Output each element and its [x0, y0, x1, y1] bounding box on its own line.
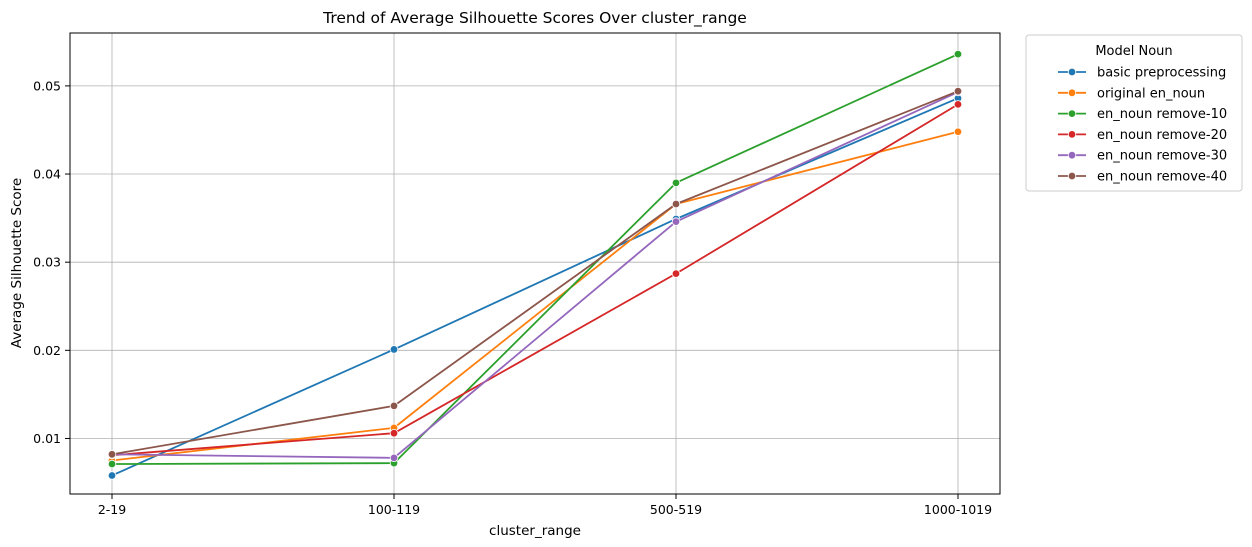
- series-2: [107, 49, 963, 469]
- data-point: [107, 450, 117, 459]
- data-point: [389, 345, 399, 354]
- x-tick-label: 2-19: [98, 502, 126, 517]
- legend: Model Noun basic preprocessing original e…: [1025, 34, 1243, 192]
- data-point: [107, 459, 117, 469]
- legend-item: en_noun remove-40: [1058, 170, 1227, 185]
- series-0: [107, 94, 963, 480]
- data-point: [389, 453, 399, 463]
- legend-label: basic preprocessing: [1097, 66, 1226, 81]
- data-point: [953, 100, 963, 109]
- legend-item: original en_noun: [1058, 86, 1205, 101]
- legend-item: en_noun remove-30: [1058, 149, 1227, 164]
- series-line: [111, 90, 959, 456]
- legend-label: original en_noun: [1097, 86, 1205, 101]
- x-tick-label: 100-119: [368, 502, 420, 517]
- legend-label: en_noun remove-20: [1097, 128, 1227, 143]
- x-tick-label: 500-519: [650, 502, 702, 517]
- data-point: [389, 428, 399, 438]
- legend-marker: [1067, 109, 1077, 118]
- y-tick-label: 0.02: [33, 343, 61, 358]
- legend-marker: [1067, 171, 1077, 181]
- series-line: [111, 53, 959, 465]
- legend-item: en_noun remove-20: [1058, 128, 1227, 143]
- legend-marker: [1067, 67, 1077, 77]
- legend-frame: [1025, 34, 1243, 192]
- data-point: [107, 471, 117, 480]
- x-tick-label: 1000-1019: [924, 502, 992, 517]
- series-line: [111, 103, 959, 457]
- legend-marker: [1067, 150, 1077, 160]
- series-4: [107, 87, 963, 463]
- legend-item: en_noun remove-10: [1058, 107, 1227, 122]
- chart-title: Trend of Average Silhouette Scores Over …: [322, 9, 747, 28]
- y-tick-label: 0.01: [33, 431, 61, 446]
- series-lines: [107, 49, 963, 480]
- data-point: [671, 199, 681, 209]
- data-point: [953, 127, 963, 136]
- series-line: [111, 97, 959, 477]
- x-axis-label: cluster_range: [489, 523, 581, 539]
- x-axis-ticks: 2-19 100-119 500-519 1000-1019: [98, 494, 992, 517]
- legend-title: Model Noun: [1095, 44, 1172, 59]
- data-point: [671, 217, 681, 226]
- plot-frame: [69, 32, 1001, 495]
- data-point: [671, 269, 681, 278]
- data-point: [953, 86, 963, 96]
- legend-marker: [1067, 88, 1077, 97]
- data-point: [389, 401, 399, 411]
- legend-label: en_noun remove-30: [1097, 149, 1227, 164]
- grid: [70, 33, 1000, 494]
- data-point: [671, 178, 681, 188]
- legend-item: basic preprocessing: [1058, 66, 1226, 81]
- y-tick-label: 0.03: [33, 255, 61, 270]
- data-point: [953, 49, 963, 59]
- legend-label: en_noun remove-40: [1097, 170, 1227, 185]
- series-3: [107, 100, 963, 460]
- y-axis-ticks: 0.01 0.02 0.03 0.04 0.05: [33, 78, 70, 446]
- y-tick-label: 0.04: [33, 167, 61, 182]
- y-axis-label: Average Silhouette Score: [9, 178, 25, 348]
- series-line: [111, 91, 959, 459]
- series-5: [107, 86, 963, 459]
- legend-label: en_noun remove-10: [1097, 107, 1227, 122]
- legend-marker: [1067, 130, 1077, 139]
- y-tick-label: 0.05: [33, 78, 61, 93]
